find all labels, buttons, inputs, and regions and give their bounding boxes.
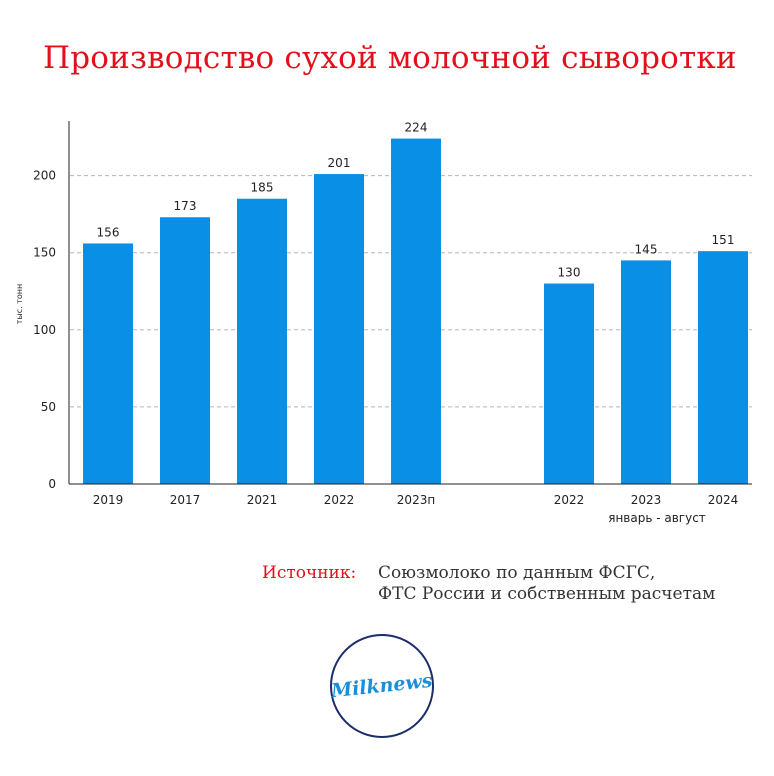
- bar: [83, 243, 133, 484]
- milknews-logo: Milknews: [330, 634, 434, 738]
- y-tick-label: 100: [33, 323, 56, 337]
- bar: [544, 283, 594, 484]
- y-tick-label: 0: [48, 477, 56, 491]
- x-tick-label: 2022: [554, 493, 585, 507]
- y-tick-label: 50: [41, 400, 56, 414]
- source-line-1: Союзмолоко по данным ФСГС,: [378, 563, 656, 583]
- bar: [237, 198, 287, 485]
- group-label: январь - август: [608, 511, 706, 525]
- y-axis-label: тыс. тонн: [15, 284, 24, 324]
- x-tick-label: 2023п: [397, 493, 435, 507]
- data-label: 130: [558, 266, 581, 280]
- labels: 0 50 100 150 200 156 2019 173 2017 185 2021 201 2022…: [33, 121, 738, 525]
- data-label: 151: [712, 233, 735, 247]
- x-tick-label: 2019: [93, 493, 124, 507]
- bar: [698, 251, 748, 484]
- source-line-2: ФТС России и собственным расчетам: [378, 584, 716, 604]
- bar: [160, 217, 210, 484]
- data-label: 201: [328, 156, 351, 170]
- x-tick-label: 2017: [170, 493, 201, 507]
- data-label: 156: [97, 225, 120, 239]
- chart-title: Производство сухой молочной сыворотки: [43, 40, 737, 76]
- y-tick-label: 150: [33, 246, 56, 260]
- bars: [83, 138, 748, 485]
- x-tick-label: 2021: [247, 493, 278, 507]
- bar-chart: 0 50 100 150 200 156 2019 173 2017 185 2021 201 2022…: [15, 121, 752, 525]
- source-text: Союзмолоко по данным ФСГС, ФТС России и …: [378, 563, 715, 605]
- data-label: 145: [635, 242, 658, 256]
- x-tick-label: 2022: [324, 493, 355, 507]
- data-label: 173: [174, 199, 197, 213]
- bar: [391, 138, 441, 485]
- logo-text: Milknews: [330, 669, 434, 703]
- y-tick-label: 200: [33, 169, 56, 183]
- bar: [314, 174, 364, 485]
- source-label: Источник:: [262, 563, 357, 583]
- x-tick-label: 2023: [631, 493, 662, 507]
- data-label: 185: [251, 181, 274, 195]
- bar: [621, 260, 671, 484]
- x-tick-label: 2024: [708, 493, 739, 507]
- data-label: 224: [405, 121, 428, 135]
